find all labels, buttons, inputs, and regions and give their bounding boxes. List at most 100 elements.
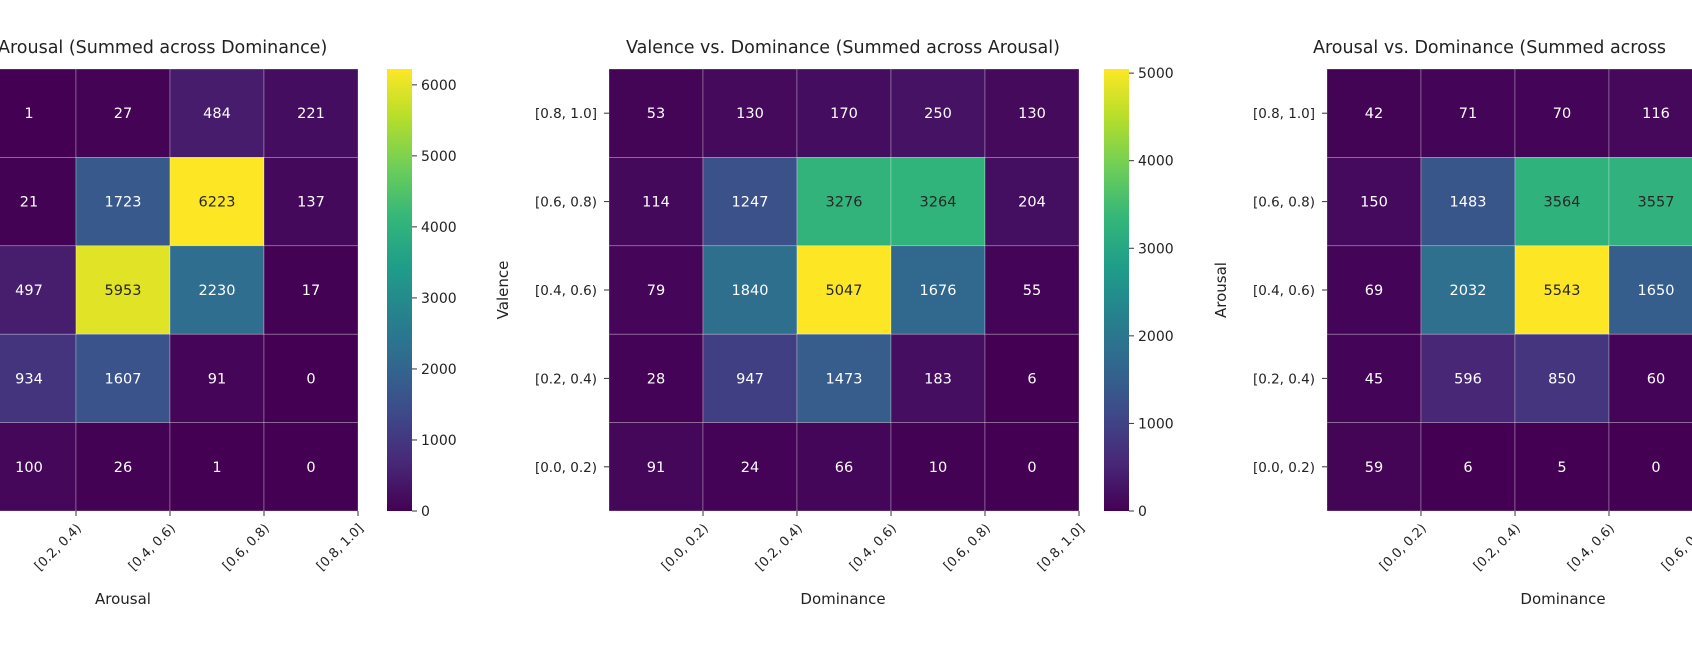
cell-value-label: 114 [642, 195, 670, 211]
cell-value-label: 1247 [732, 195, 769, 211]
heatmap-cell [75, 68, 171, 158]
cell-value-label: 1676 [920, 283, 957, 299]
colorbar-tick-label: 4000 [1138, 154, 1174, 170]
cell-value-label: 59 [1365, 460, 1383, 476]
y-tick-label: [0.0, 0.2) [535, 460, 597, 476]
heatmap-cell [0, 333, 77, 423]
panel-2-cells: 53 130 170 250 130 114 1247 3276 3264 204 79 1840 50… [608, 68, 1080, 512]
x-tick-label: [0.0, 0.2) [659, 521, 712, 574]
heatmap-cell [890, 422, 986, 512]
heatmap-cell [1514, 68, 1610, 158]
heatmap-cell [75, 422, 171, 512]
heatmap-panel-1: Arousal (Summed across Dominance) 1 27 484… [0, 38, 457, 608]
heatmap-cell [0, 422, 77, 512]
colorbar-tick-label: 3000 [1138, 241, 1174, 257]
cell-value-label: 137 [297, 195, 325, 211]
heatmap-cell [0, 68, 77, 158]
heatmap-cell [169, 333, 265, 423]
heatmap-cell [702, 245, 798, 335]
cell-value-label: 596 [1454, 371, 1482, 387]
cell-value-label: 3276 [826, 195, 863, 211]
heatmap-cell [1608, 333, 1692, 423]
cell-value-label: 5 [1557, 460, 1566, 476]
heatmap-cell [263, 68, 359, 158]
panel-1-x-axis-label: Arousal [95, 590, 151, 608]
cell-value-label: 26 [114, 460, 132, 476]
colorbar-tick-label: 2000 [421, 362, 457, 378]
heatmap-cell [796, 422, 892, 512]
heatmap-cell [1514, 157, 1610, 247]
y-tick-label: [0.4, 0.6) [1253, 283, 1315, 299]
cell-value-label: 497 [15, 283, 43, 299]
panel-3-title: Arousal vs. Dominance (Summed across [1313, 38, 1666, 58]
heatmap-cell [0, 245, 77, 335]
cell-value-label: 130 [1018, 106, 1046, 122]
cell-value-label: 1 [24, 106, 33, 122]
heatmap-cell [984, 333, 1080, 423]
x-tick-label: [0.2, 0.4) [32, 521, 85, 574]
heatmap-cell [1608, 157, 1692, 247]
x-tick-label: [0.8, 1.0] [1035, 521, 1088, 574]
cell-value-label: 60 [1647, 371, 1665, 387]
y-tick-label: [0.4, 0.6) [535, 283, 597, 299]
x-tick-label: [0.4, 0.6) [847, 521, 900, 574]
colorbar-tick-label: 5000 [1138, 66, 1174, 82]
colorbar-tick-label: 0 [421, 504, 430, 520]
y-tick-label: [0.2, 0.4) [535, 371, 597, 387]
cell-value-label: 0 [1027, 460, 1036, 476]
heatmap-cell [984, 422, 1080, 512]
panel-1-colorbar: 0 1000 2000 3000 4000 5000 6000 [387, 69, 457, 520]
cell-value-label: 45 [1365, 371, 1383, 387]
heatmap-cell [1514, 333, 1610, 423]
heatmap-cell [1420, 333, 1516, 423]
y-tick-label: [0.0, 0.2) [1253, 460, 1315, 476]
cell-value-label: 24 [741, 460, 759, 476]
cell-value-label: 6 [1463, 460, 1472, 476]
cell-value-label: 116 [1642, 106, 1670, 122]
cell-value-label: 53 [647, 106, 665, 122]
x-tick-label: [0.2, 0.4) [753, 521, 806, 574]
heatmap-panel-2: Valence vs. Dominance (Summed across Aro… [494, 38, 1174, 608]
heatmap-cell [169, 245, 265, 335]
heatmap-cell [796, 157, 892, 247]
heatmap-cell [169, 422, 265, 512]
panel-1-colorbar-ticks: 0 1000 2000 3000 4000 5000 6000 [412, 78, 457, 520]
cell-value-label: 17 [302, 283, 320, 299]
heatmap-cell [0, 157, 77, 247]
heatmap-cell [169, 157, 265, 247]
heatmap-cell [984, 157, 1080, 247]
heatmap-cell [890, 333, 986, 423]
panel-2-colorbar: 0 1000 2000 3000 4000 5000 [1104, 66, 1174, 520]
cell-value-label: 79 [647, 283, 665, 299]
heatmap-cell [702, 333, 798, 423]
colorbar-tick-label: 3000 [421, 291, 457, 307]
heatmap-cell [1608, 68, 1692, 158]
panel-3-y-axis-label: Arousal [1212, 262, 1230, 318]
heatmap-cell [890, 245, 986, 335]
cell-value-label: 221 [297, 106, 325, 122]
heatmap-cell [263, 157, 359, 247]
cell-value-label: 0 [306, 371, 315, 387]
cell-value-label: 1483 [1450, 195, 1487, 211]
cell-value-label: 130 [736, 106, 764, 122]
x-tick-label: [0.4, 0.6) [126, 521, 179, 574]
cell-value-label: 3557 [1638, 195, 1675, 211]
cell-value-label: 1723 [105, 195, 142, 211]
heatmap-cell [608, 157, 704, 247]
cell-value-label: 5953 [105, 283, 142, 299]
cell-value-label: 150 [1360, 195, 1388, 211]
colorbar-tick-label: 2000 [1138, 329, 1174, 345]
heatmap-cell [169, 68, 265, 158]
y-tick-label: [0.8, 1.0] [535, 106, 597, 122]
cell-value-label: 21 [20, 195, 38, 211]
heatmap-cell [1420, 157, 1516, 247]
panel-2-colorbar-ticks: 0 1000 2000 3000 4000 5000 [1129, 66, 1174, 520]
heatmap-cell [890, 157, 986, 247]
cell-value-label: 1 [212, 460, 221, 476]
cell-value-label: 1607 [105, 371, 142, 387]
colorbar-tick-label: 6000 [421, 78, 457, 94]
cell-value-label: 71 [1459, 106, 1477, 122]
cell-value-label: 91 [647, 460, 665, 476]
heatmap-cell [75, 245, 171, 335]
